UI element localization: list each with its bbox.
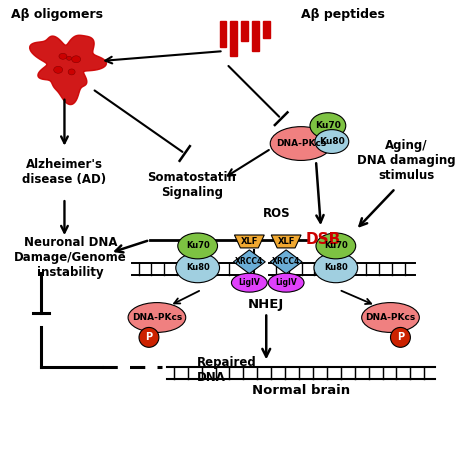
Ellipse shape — [72, 56, 81, 63]
Text: Neuronal DNA
Damage/Genome
instability: Neuronal DNA Damage/Genome instability — [14, 236, 127, 279]
Polygon shape — [270, 250, 302, 274]
Text: DNA-PKcs: DNA-PKcs — [276, 139, 326, 148]
Bar — [230, 21, 237, 56]
Text: Ku80: Ku80 — [319, 137, 345, 146]
Polygon shape — [233, 250, 265, 274]
Text: Ku70: Ku70 — [324, 241, 348, 250]
Ellipse shape — [310, 113, 346, 139]
Ellipse shape — [231, 273, 267, 292]
Ellipse shape — [391, 328, 410, 347]
Polygon shape — [30, 35, 106, 104]
Ellipse shape — [139, 328, 159, 347]
Polygon shape — [271, 235, 301, 248]
Bar — [263, 21, 270, 38]
Text: Aβ peptides: Aβ peptides — [301, 8, 385, 21]
Text: P: P — [146, 332, 153, 343]
Text: Somatostatin
Signaling: Somatostatin Signaling — [147, 171, 236, 199]
Ellipse shape — [316, 233, 356, 259]
Ellipse shape — [59, 53, 67, 59]
Text: XRCC4: XRCC4 — [235, 257, 264, 266]
Text: Ku70: Ku70 — [186, 241, 210, 250]
Ellipse shape — [178, 233, 218, 259]
Text: Alzheimer's
disease (AD): Alzheimer's disease (AD) — [22, 158, 107, 186]
Text: DNA-PKcs: DNA-PKcs — [365, 313, 416, 322]
Text: DSB: DSB — [305, 233, 340, 248]
Polygon shape — [235, 235, 264, 248]
Text: XLF: XLF — [277, 237, 295, 247]
Ellipse shape — [176, 253, 219, 283]
Text: Ku70: Ku70 — [315, 121, 341, 130]
Ellipse shape — [270, 127, 332, 161]
Text: NHEJ: NHEJ — [248, 298, 284, 311]
Text: Aging/
DNA damaging
stimulus: Aging/ DNA damaging stimulus — [357, 139, 456, 182]
Text: ROS: ROS — [263, 207, 290, 219]
Bar — [252, 21, 259, 51]
Ellipse shape — [314, 253, 358, 283]
Ellipse shape — [362, 303, 419, 332]
Text: Aβ oligomers: Aβ oligomers — [11, 8, 103, 21]
Text: Ku80: Ku80 — [324, 263, 348, 272]
Text: XLF: XLF — [241, 237, 258, 247]
Text: LigIV: LigIV — [275, 278, 297, 287]
Ellipse shape — [66, 56, 72, 60]
Text: Normal brain: Normal brain — [252, 384, 350, 396]
Ellipse shape — [315, 130, 349, 154]
Ellipse shape — [54, 66, 63, 73]
Text: Ku80: Ku80 — [186, 263, 210, 272]
Text: DNA-PKcs: DNA-PKcs — [132, 313, 182, 322]
Bar — [241, 21, 248, 42]
Ellipse shape — [268, 273, 304, 292]
Text: XRCC4: XRCC4 — [272, 257, 300, 266]
Ellipse shape — [68, 69, 75, 75]
Bar — [219, 21, 227, 47]
Text: Repaired
DNA: Repaired DNA — [197, 356, 256, 384]
Ellipse shape — [128, 303, 186, 332]
Text: LigIV: LigIV — [238, 278, 260, 287]
Text: P: P — [397, 332, 404, 343]
